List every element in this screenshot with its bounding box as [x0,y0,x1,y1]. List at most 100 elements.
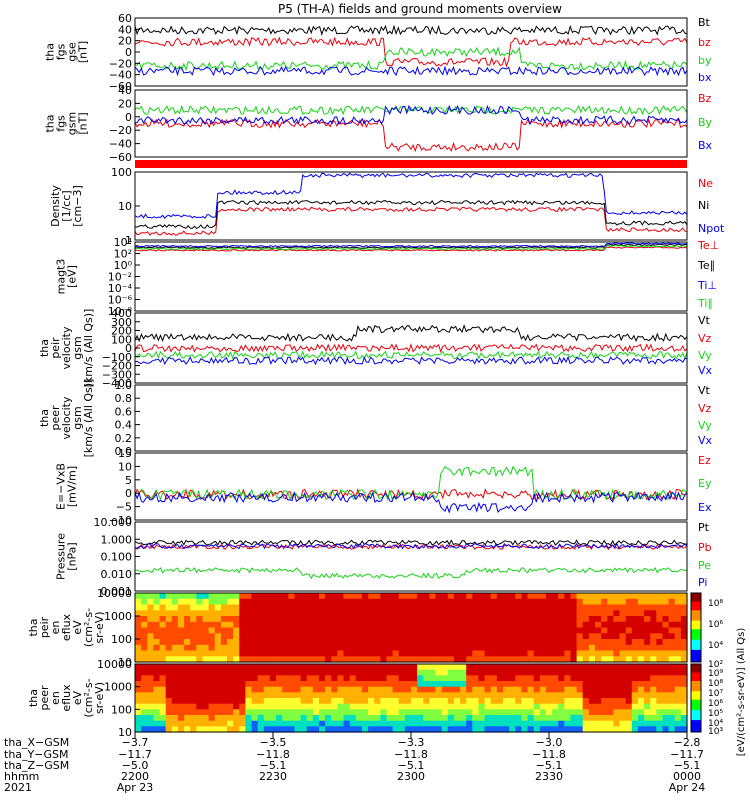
heatmap-cell [196,598,203,606]
heatmap-cell [545,686,553,693]
heatmap-cell [631,686,639,693]
heatmap-cell [312,675,320,682]
heatmap-cell [631,715,639,722]
heatmap-cell [453,639,461,646]
heatmap-cell [521,692,529,699]
heatmap-cell [165,598,173,606]
heatmap-cell [319,698,326,705]
heatmap-cell [490,593,498,600]
heatmap-cell [159,692,167,699]
heatmap-cell [447,639,455,646]
colorbar-segment [691,691,701,694]
heatmap-cell [570,686,578,693]
heatmap-cell [233,598,240,606]
heatmap-cell [601,598,608,606]
legend-Ey: Ey [698,477,712,490]
heatmap-cell [153,692,161,699]
heatmap-cell [331,698,338,705]
heatmap-cell [564,621,571,629]
heatmap-cell [208,627,216,634]
heatmap-cell [484,698,492,705]
legend-bx: bx [698,71,712,84]
heatmap-cell [337,593,345,600]
heatmap-cell [227,664,234,671]
heatmap-cell [441,681,449,688]
heatmap-cell [576,675,584,682]
heatmap-cell [509,598,516,606]
heatmap-cell [245,598,253,606]
heatmap-cell [276,656,283,663]
heatmap-cell [595,698,602,705]
heatmap-cell [533,616,541,623]
heatmap-cell [453,669,461,676]
heatmap-cell [472,681,479,688]
heatmap-cell [202,650,210,657]
heatmap-cell [135,644,142,652]
heatmap-cell [435,726,443,733]
heatmap-cell [447,664,455,671]
heatmap-cell [220,593,228,600]
heatmap-cell [582,703,590,710]
heatmap-cell [257,644,265,652]
y-axis-label: thapeirenefluxeV(cm²-s-sr-eV) [27,608,106,647]
heatmap-cell [490,692,498,699]
heatmap-cell [558,726,565,733]
heatmap-cell [282,698,289,705]
heatmap-cell [625,681,633,688]
heatmap-cell [558,675,565,682]
heatmap-cell [521,616,529,623]
heatmap-cell [294,610,302,617]
heatmap-cell [355,616,363,623]
heatmap-cell [637,627,645,634]
y-tick-label: 10⁴ [114,236,133,249]
heatmap-cell [411,681,418,688]
heatmap-cell [300,644,308,652]
heatmap-cell [650,681,657,688]
heatmap-cell [496,675,504,682]
heatmap-cell [674,692,682,699]
heatmap-cell [349,703,357,710]
heatmap-cell [631,604,639,611]
heatmap-cell [361,639,369,646]
heatmap-cell [251,616,259,623]
heatmap-cell [325,703,332,710]
heatmap-cell [411,698,418,705]
colorbar-segment [691,620,701,623]
heatmap-cell [349,644,357,652]
heatmap-cell [668,669,676,676]
heatmap-cell [680,720,688,727]
heatmap-cell [202,726,210,733]
heatmap-cell [368,656,375,663]
heatmap-cell [392,720,400,727]
heatmap-cell [637,715,645,722]
heatmap-cell [147,664,154,671]
heatmap-cell [214,656,222,663]
heatmap-cell [331,703,338,710]
heatmap-cell [171,709,179,716]
heatmap-cell [263,633,271,640]
heatmap-cell [312,720,320,727]
heatmap-cell [447,616,455,623]
colorbar-segment [691,610,701,613]
colorbar-segment [691,644,701,647]
heatmap-cell [484,715,492,722]
heatmap-cell [460,633,467,640]
heatmap-cell [177,686,185,693]
heatmap-cell [288,681,295,688]
heatmap-cell [220,715,228,722]
heatmap-cell [607,650,614,657]
heatmap-cell [276,610,283,617]
heatmap-cell [374,633,381,640]
heatmap-cell [607,656,614,663]
heatmap-cell [478,703,486,710]
x-axis-row-label: tha_Y−GSM [4,748,68,761]
heatmap-cell [582,650,590,657]
heatmap-cell [472,639,479,646]
colorbar-segment [691,605,701,608]
heatmap-cell [196,633,203,640]
heatmap-cell [398,639,406,646]
heatmap-cell [503,610,510,617]
heatmap-cell [355,621,363,629]
heatmap-cell [288,633,295,640]
heatmap-cell [294,598,302,606]
